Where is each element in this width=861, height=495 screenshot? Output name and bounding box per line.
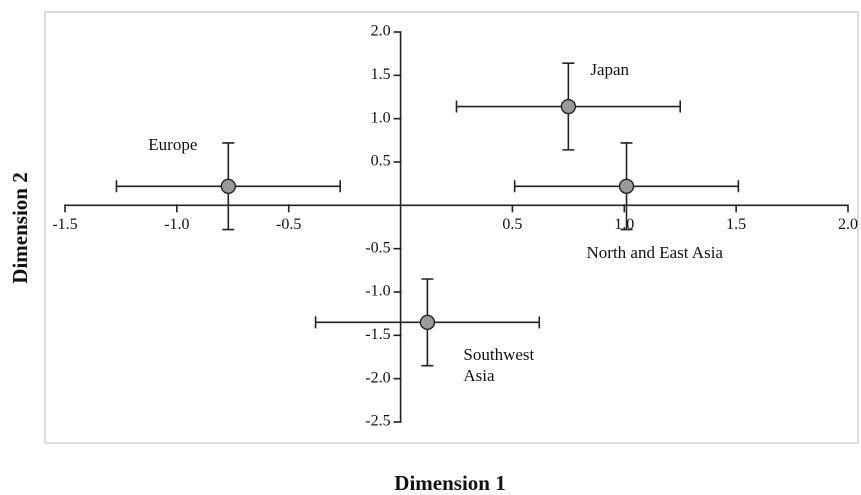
point-label: Europe: [148, 135, 198, 155]
x-tick-label: 1.0: [614, 216, 634, 233]
y-axis-title: Dimension 2: [8, 172, 32, 283]
x-tick-label: 0.5: [502, 216, 522, 233]
x-tick-label: -1.0: [164, 216, 189, 233]
x-tick-label: 2.0: [838, 216, 858, 233]
y-tick-label: -1.5: [365, 326, 390, 343]
y-tick-label: 2.0: [371, 23, 391, 40]
x-tick-label: -1.5: [52, 216, 77, 233]
point: [419, 314, 436, 331]
x-tick-label: 1.5: [726, 216, 746, 233]
y-tick-label: -0.5: [365, 239, 390, 256]
y-tick-label: -1.0: [365, 283, 390, 300]
point-label: North and East Asia: [586, 243, 723, 263]
point-label: Japan: [590, 59, 630, 79]
point: [220, 178, 237, 194]
y-tick-label: -2.0: [365, 369, 390, 386]
point-label: Southwest Asia: [463, 345, 535, 386]
y-tick-label: 1.5: [371, 66, 391, 83]
plot-frame: [44, 11, 859, 444]
y-tick-label: -2.5: [365, 413, 390, 430]
point: [560, 98, 577, 115]
x-tick-label: -0.5: [276, 216, 301, 233]
point: [618, 178, 635, 194]
x-axis-title: Dimension 1: [394, 471, 505, 495]
y-tick-label: 1.0: [371, 109, 391, 126]
y-tick-label: 0.5: [371, 153, 391, 170]
